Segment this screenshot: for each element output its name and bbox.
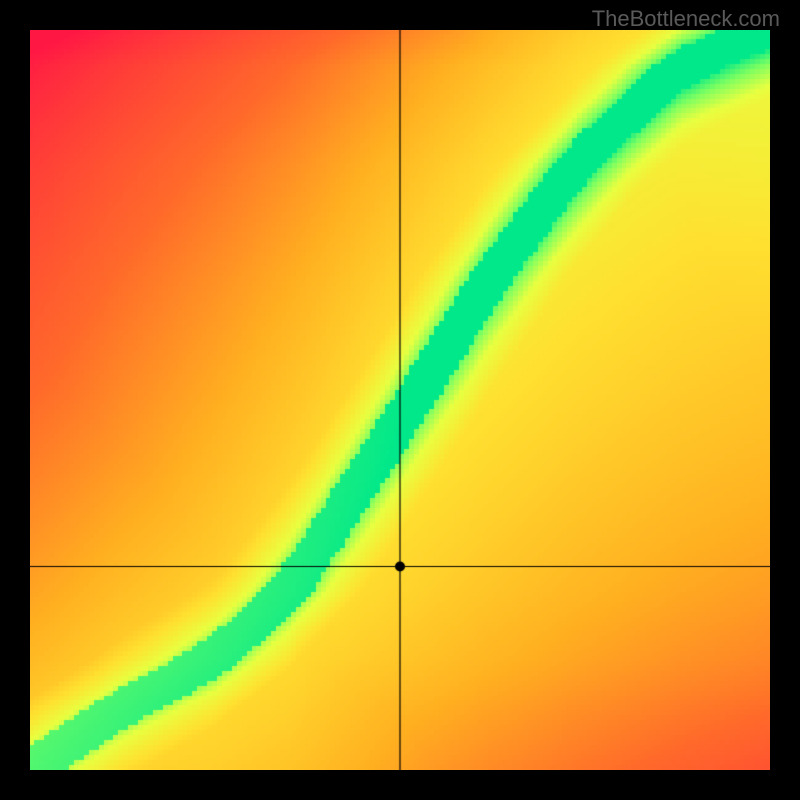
- overlay-canvas: [30, 30, 770, 770]
- watermark-text: TheBottleneck.com: [592, 6, 780, 32]
- plot-area: [30, 30, 770, 770]
- chart-container: TheBottleneck.com: [0, 0, 800, 800]
